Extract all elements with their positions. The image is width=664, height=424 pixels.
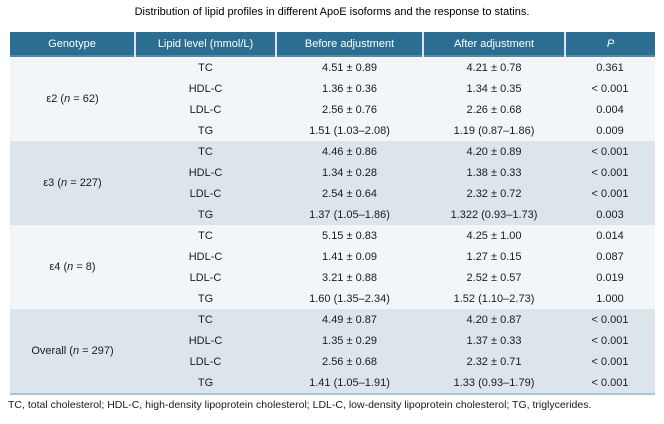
genotype-cell-e4: ε4 (n = 8)	[10, 225, 135, 309]
lipid-cell: TG	[135, 204, 276, 225]
lipid-cell: TC	[135, 141, 276, 162]
before-cell: 1.51 (1.03–2.08)	[276, 120, 423, 141]
before-cell: 3.21 ± 0.88	[276, 267, 423, 288]
lipid-cell: TC	[135, 309, 276, 330]
after-cell: 1.322 (0.93–1.73)	[423, 204, 565, 225]
table-row: HDL-C 1.35 ± 0.29 1.37 ± 0.33 < 0.001	[10, 330, 655, 351]
group-overall: Overall (n = 297) TC 4.49 ± 0.87 4.20 ± …	[10, 309, 655, 394]
group-e3: ε3 (n = 227) TC 4.46 ± 0.86 4.20 ± 0.89 …	[10, 141, 655, 225]
after-cell: 4.20 ± 0.89	[423, 141, 565, 162]
header-lipid-level: Lipid level (mmol/L)	[134, 32, 276, 56]
genotype-cell-e3: ε3 (n = 227)	[10, 141, 135, 225]
before-cell: 4.49 ± 0.87	[276, 309, 423, 330]
table-row: HDL-C 1.36 ± 0.36 1.34 ± 0.35 < 0.001	[10, 78, 655, 99]
before-cell: 2.56 ± 0.68	[276, 351, 423, 372]
p-cell: 0.009	[565, 120, 655, 141]
lipid-cell: HDL-C	[135, 246, 276, 267]
p-cell: 0.087	[565, 246, 655, 267]
before-cell: 1.41 (1.05–1.91)	[276, 372, 423, 394]
p-cell: 0.014	[565, 225, 655, 246]
lipid-cell: TC	[135, 56, 276, 78]
after-cell: 4.25 ± 1.00	[423, 225, 565, 246]
lipid-cell: HDL-C	[135, 78, 276, 99]
table-row: HDL-C 1.41 ± 0.09 1.27 ± 0.15 0.087	[10, 246, 655, 267]
p-cell: 0.003	[565, 204, 655, 225]
table-row: ε2 (n = 62) TC 4.51 ± 0.89 4.21 ± 0.78 0…	[10, 56, 655, 141]
p-cell: 1.000	[565, 288, 655, 309]
after-cell: 2.26 ± 0.68	[423, 99, 565, 120]
header-row: Genotype Lipid level (mmol/L) Before adj…	[10, 32, 655, 56]
p-cell: < 0.001	[565, 351, 655, 372]
table-title: Distribution of lipid profiles in differ…	[134, 6, 530, 18]
lipid-cell: TC	[135, 225, 276, 246]
lipid-cell: HDL-C	[135, 162, 276, 183]
before-cell: 4.51 ± 0.89	[276, 56, 423, 78]
before-cell: 2.56 ± 0.76	[276, 99, 423, 120]
p-cell: 0.004	[565, 99, 655, 120]
after-cell: 4.21 ± 0.78	[423, 56, 565, 78]
before-cell: 1.60 (1.35–2.34)	[276, 288, 423, 309]
after-cell: 1.38 ± 0.33	[423, 162, 565, 183]
header-p-value: P	[564, 32, 655, 56]
table-row: TG 1.60 (1.35–2.34) 1.52 (1.10–2.73) 1.0…	[10, 288, 655, 309]
before-cell: 4.46 ± 0.86	[276, 141, 423, 162]
before-cell: 5.15 ± 0.83	[276, 225, 423, 246]
lipid-profile-table: Genotype Lipid level (mmol/L) Before adj…	[10, 32, 655, 395]
genotype-cell-overall: Overall (n = 297)	[10, 309, 135, 394]
table-footnote: TC, total cholesterol; HDL-C, high-densi…	[8, 399, 592, 411]
lipid-cell: TG	[135, 120, 276, 141]
lipid-cell: TG	[135, 288, 276, 309]
after-cell: 1.37 ± 0.33	[423, 330, 565, 351]
after-cell: 2.32 ± 0.71	[423, 351, 565, 372]
p-cell: < 0.001	[565, 78, 655, 99]
after-cell: 2.32 ± 0.72	[423, 183, 565, 204]
lipid-cell: TG	[135, 372, 276, 394]
before-cell: 1.35 ± 0.29	[276, 330, 423, 351]
header-genotype: Genotype	[10, 32, 135, 56]
before-cell: 1.36 ± 0.36	[276, 78, 423, 99]
lipid-cell: LDL-C	[135, 267, 276, 288]
after-cell: 1.33 (0.93–1.79)	[423, 372, 565, 394]
table-row: TG 1.51 (1.03–2.08) 1.19 (0.87–1.86) 0.0…	[10, 120, 655, 141]
before-cell: 1.41 ± 0.09	[276, 246, 423, 267]
p-cell: < 0.001	[565, 372, 655, 394]
table-row: Overall (n = 297) TC 4.49 ± 0.87 4.20 ± …	[10, 309, 655, 394]
table-row: HDL-C 1.34 ± 0.28 1.38 ± 0.33 < 0.001	[10, 162, 655, 183]
p-cell: < 0.001	[565, 162, 655, 183]
after-cell: 4.20 ± 0.87	[423, 309, 565, 330]
p-cell: < 0.001	[565, 309, 655, 330]
table-row: LDL-C 3.21 ± 0.88 2.52 ± 0.57 0.019	[10, 267, 655, 288]
table-row: TG 1.37 (1.05–1.86) 1.322 (0.93–1.73) 0.…	[10, 204, 655, 225]
after-cell: 1.34 ± 0.35	[423, 78, 565, 99]
before-cell: 1.34 ± 0.28	[276, 162, 423, 183]
table-row: ε3 (n = 227) TC 4.46 ± 0.86 4.20 ± 0.89 …	[10, 141, 655, 225]
table-row: LDL-C 2.56 ± 0.76 2.26 ± 0.68 0.004	[10, 99, 655, 120]
lipid-cell: LDL-C	[135, 99, 276, 120]
group-e2: ε2 (n = 62) TC 4.51 ± 0.89 4.21 ± 0.78 0…	[10, 56, 655, 141]
p-cell: < 0.001	[565, 183, 655, 204]
p-cell: < 0.001	[565, 141, 655, 162]
after-cell: 1.27 ± 0.15	[423, 246, 565, 267]
p-cell: < 0.001	[565, 330, 655, 351]
group-e4: ε4 (n = 8) TC 5.15 ± 0.83 4.25 ± 1.00 0.…	[10, 225, 655, 309]
table-row: LDL-C 2.56 ± 0.68 2.32 ± 0.71 < 0.001	[10, 351, 655, 372]
after-cell: 1.19 (0.87–1.86)	[423, 120, 565, 141]
genotype-cell-e2: ε2 (n = 62)	[10, 56, 135, 141]
table-row: LDL-C 2.54 ± 0.64 2.32 ± 0.72 < 0.001	[10, 183, 655, 204]
header-before-adjustment: Before adjustment	[275, 32, 423, 56]
after-cell: 2.52 ± 0.57	[423, 267, 565, 288]
lipid-cell: LDL-C	[135, 351, 276, 372]
lipid-cell: HDL-C	[135, 330, 276, 351]
before-cell: 2.54 ± 0.64	[276, 183, 423, 204]
table-row: TG 1.41 (1.05–1.91) 1.33 (0.93–1.79) < 0…	[10, 372, 655, 394]
after-cell: 1.52 (1.10–2.73)	[423, 288, 565, 309]
header-after-adjustment: After adjustment	[422, 32, 565, 56]
p-cell: 0.019	[565, 267, 655, 288]
before-cell: 1.37 (1.05–1.86)	[276, 204, 423, 225]
table-row: ε4 (n = 8) TC 5.15 ± 0.83 4.25 ± 1.00 0.…	[10, 225, 655, 309]
lipid-cell: LDL-C	[135, 183, 276, 204]
p-cell: 0.361	[565, 56, 655, 78]
